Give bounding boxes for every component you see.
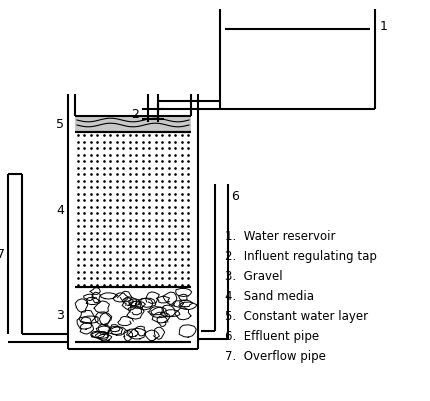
Bar xyxy=(75,287,190,342)
Text: 7: 7 xyxy=(0,248,5,261)
Text: 1: 1 xyxy=(379,20,387,33)
Text: 2: 2 xyxy=(131,108,139,121)
Text: 1.  Water reservoir: 1. Water reservoir xyxy=(224,229,335,242)
Text: 5.  Constant water layer: 5. Constant water layer xyxy=(224,309,367,322)
Bar xyxy=(75,133,190,287)
Text: 5: 5 xyxy=(56,118,64,131)
Text: 3.  Gravel: 3. Gravel xyxy=(224,269,282,282)
Text: 4: 4 xyxy=(56,203,64,217)
Text: 3: 3 xyxy=(56,308,64,321)
Text: 2.  Influent regulating tap: 2. Influent regulating tap xyxy=(224,249,376,262)
Text: 4.  Sand media: 4. Sand media xyxy=(224,289,313,302)
Bar xyxy=(75,117,190,133)
Text: 6: 6 xyxy=(230,190,238,203)
Text: 6.  Effluent pipe: 6. Effluent pipe xyxy=(224,329,318,342)
Text: 7.  Overflow pipe: 7. Overflow pipe xyxy=(224,349,325,362)
